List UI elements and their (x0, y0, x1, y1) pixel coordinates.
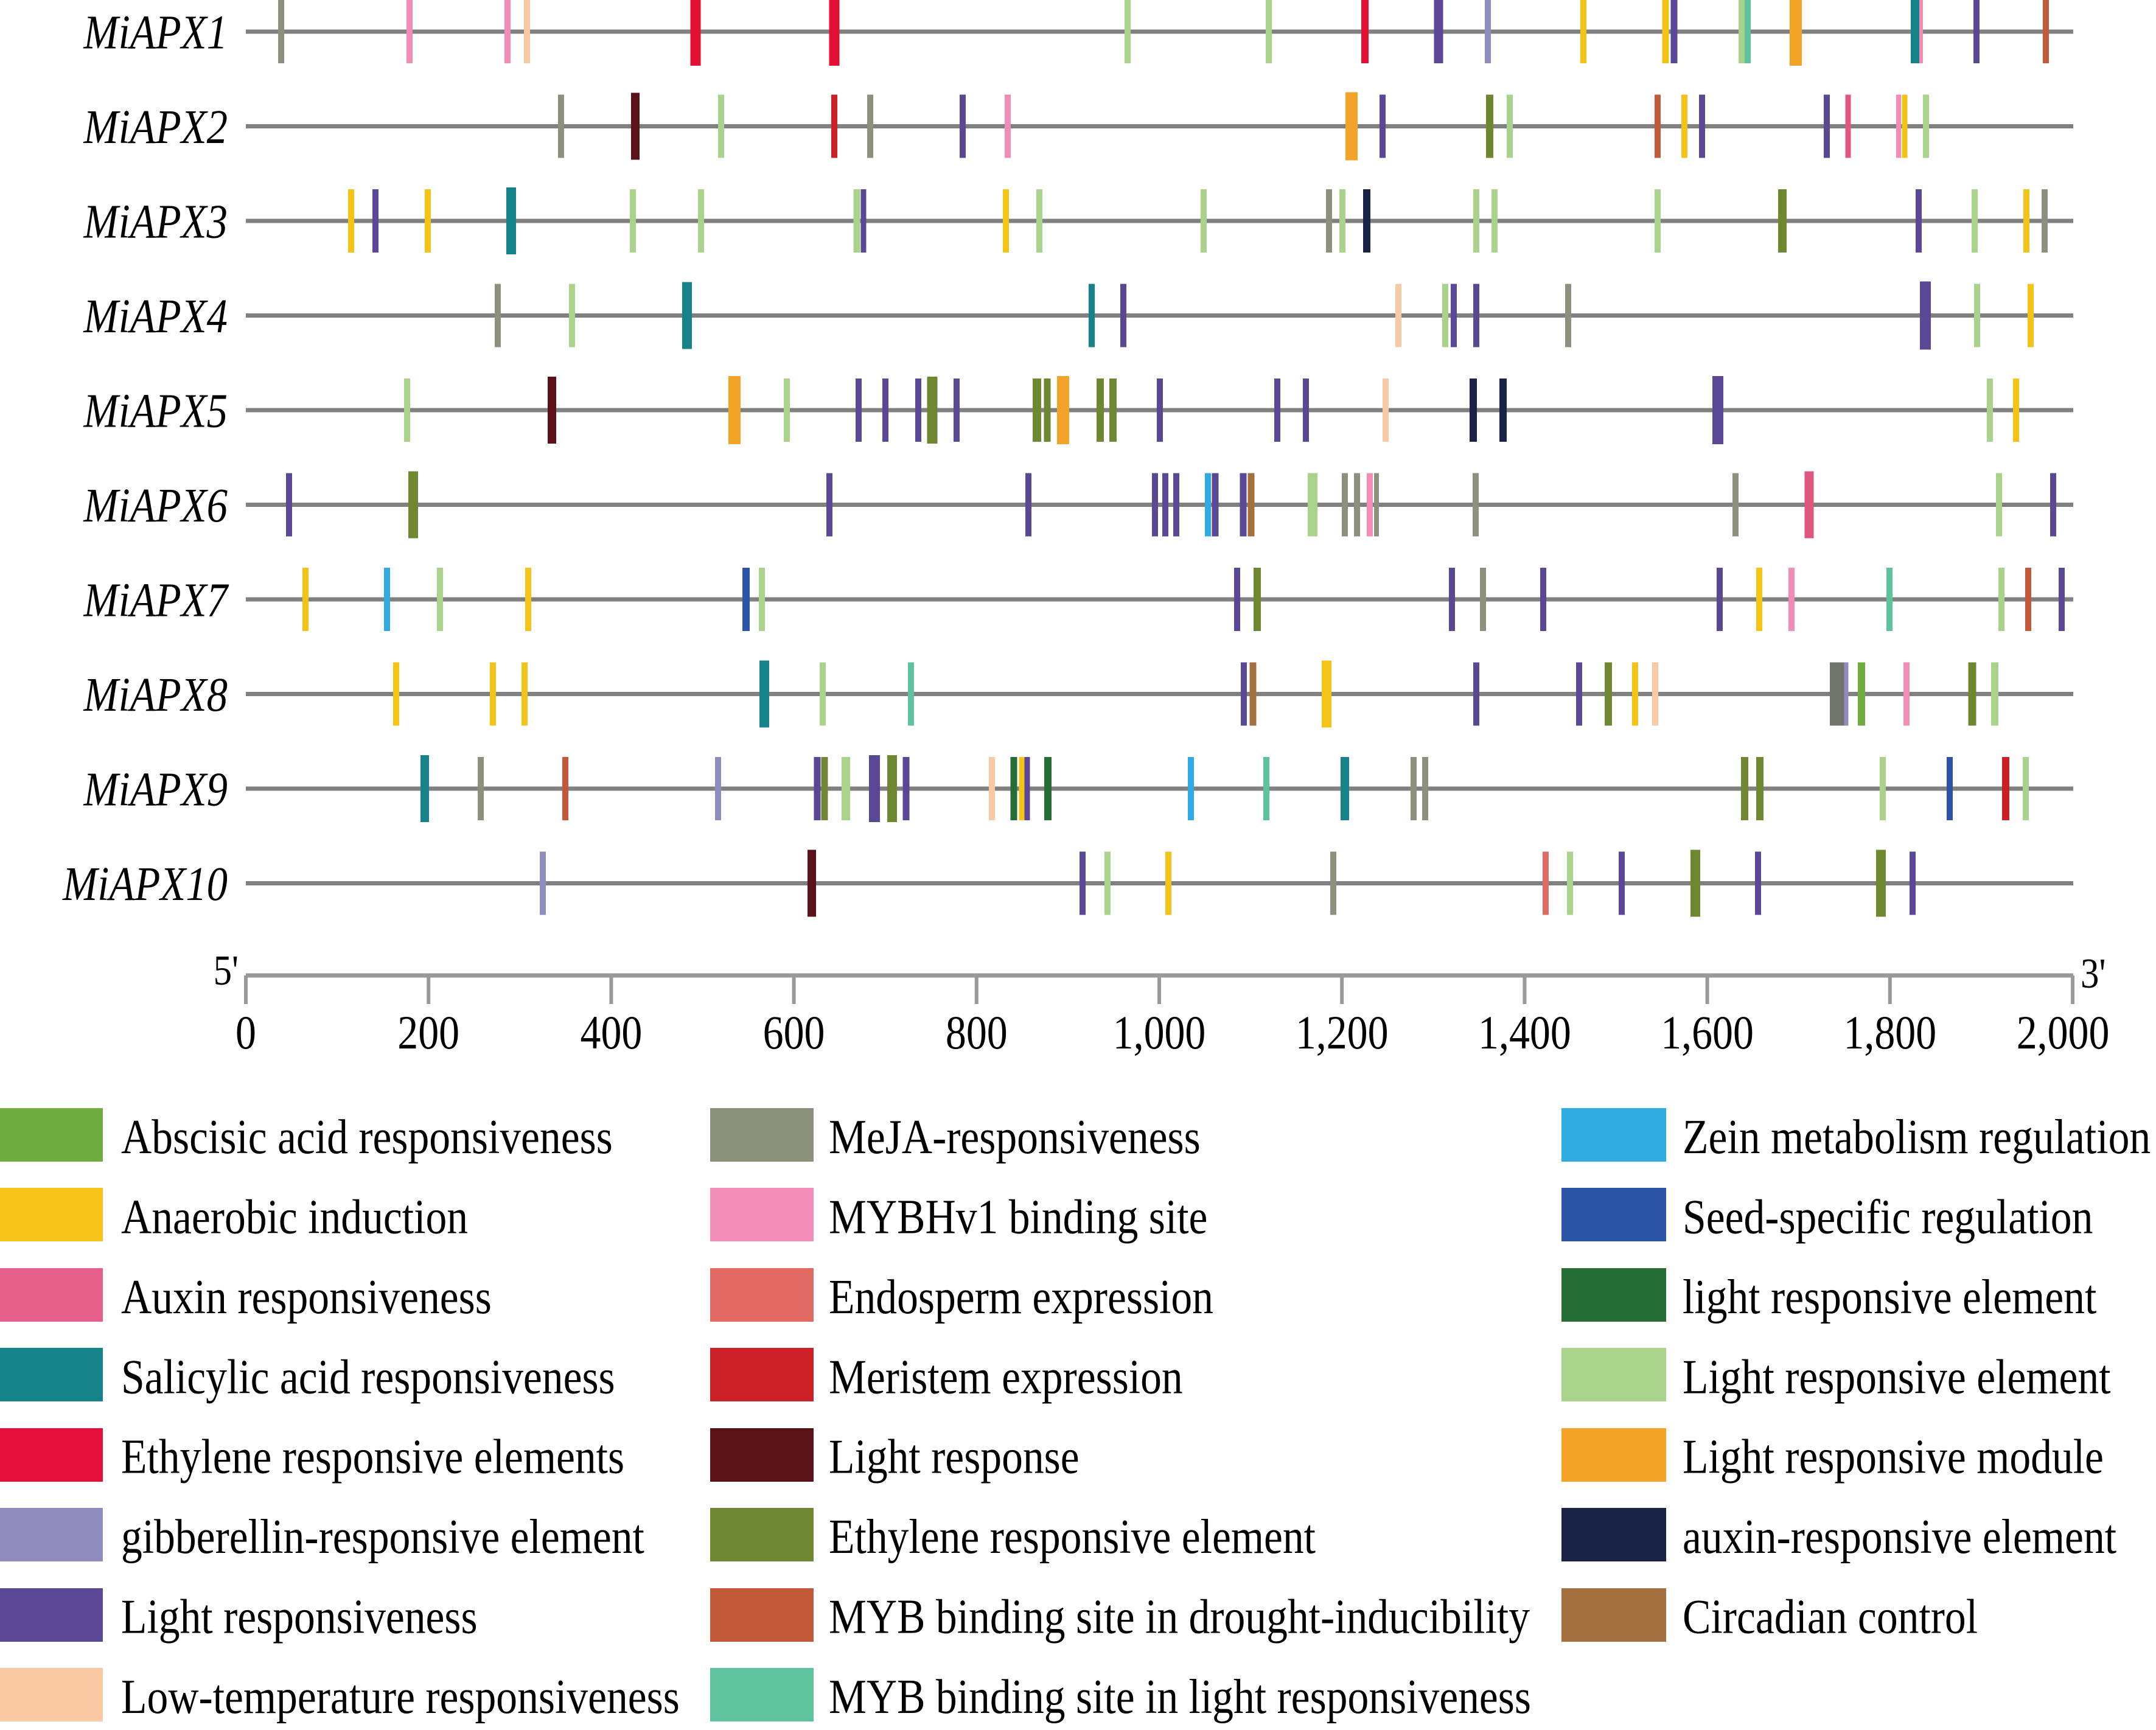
svg-text:Meristem expression: Meristem expression (829, 1350, 1183, 1404)
svg-text:MiAPX10: MiAPX10 (62, 858, 228, 911)
svg-text:MiAPX3: MiAPX3 (83, 195, 228, 248)
svg-text:MiAPX2: MiAPX2 (83, 101, 228, 154)
svg-text:1,800: 1,800 (1843, 1006, 1936, 1059)
svg-text:Auxin responsiveness: Auxin responsiveness (121, 1270, 492, 1324)
svg-text:Low-temperature responsiveness: Low-temperature responsiveness (121, 1670, 680, 1725)
svg-text:MYB binding site in drought-in: MYB binding site in drought-inducibility (829, 1590, 1530, 1644)
svg-text:gibberellin-responsive element: gibberellin-responsive element (121, 1510, 644, 1564)
svg-text:MYBHv1 binding site: MYBHv1 binding site (829, 1190, 1207, 1244)
svg-text:Abscisic acid responsiveness: Abscisic acid responsiveness (121, 1111, 613, 1165)
svg-text:MiAPX5: MiAPX5 (83, 385, 228, 438)
svg-text:400: 400 (581, 1006, 643, 1059)
svg-text:800: 800 (946, 1006, 1008, 1059)
svg-text:auxin-responsive element: auxin-responsive element (1683, 1510, 2116, 1564)
svg-text:MiAPX4: MiAPX4 (83, 290, 228, 343)
svg-text:3': 3' (2081, 950, 2105, 997)
svg-text:light responsive element: light responsive element (1683, 1270, 2096, 1324)
svg-text:MYB binding site in light resp: MYB binding site in light responsiveness (829, 1670, 1531, 1725)
svg-text:Light responsive module: Light responsive module (1683, 1430, 2104, 1484)
svg-text:MiAPX1: MiAPX1 (83, 6, 228, 59)
svg-text:MiAPX8: MiAPX8 (83, 669, 228, 722)
svg-text:200: 200 (397, 1006, 459, 1059)
svg-text:Salicylic acid responsiveness: Salicylic acid responsiveness (121, 1350, 615, 1404)
svg-text:Endosperm expression: Endosperm expression (829, 1270, 1213, 1324)
svg-text:Seed-specific regulation: Seed-specific regulation (1683, 1190, 2093, 1244)
svg-text:Light response: Light response (829, 1430, 1080, 1484)
svg-text:Light responsive element: Light responsive element (1683, 1350, 2111, 1404)
svg-text:5': 5' (214, 947, 239, 994)
svg-text:1,600: 1,600 (1661, 1006, 1754, 1059)
svg-text:Ethylene responsive elements: Ethylene responsive elements (121, 1430, 624, 1484)
svg-text:Light responsiveness: Light responsiveness (121, 1590, 478, 1644)
svg-text:1,200: 1,200 (1296, 1006, 1389, 1059)
svg-text:0: 0 (235, 1006, 256, 1059)
svg-text:Circadian control: Circadian control (1683, 1590, 1978, 1644)
svg-text:Zein metabolism regulation: Zein metabolism regulation (1683, 1111, 2151, 1165)
svg-text:Anaerobic induction: Anaerobic induction (121, 1190, 468, 1244)
svg-text:1,000: 1,000 (1113, 1006, 1206, 1059)
svg-text:2,000: 2,000 (2017, 1006, 2110, 1059)
svg-text:Ethylene responsive element: Ethylene responsive element (829, 1510, 1316, 1564)
svg-text:600: 600 (763, 1006, 825, 1059)
svg-text:MiAPX9: MiAPX9 (83, 763, 228, 816)
svg-text:MeJA-responsiveness: MeJA-responsiveness (829, 1111, 1201, 1165)
svg-text:1,400: 1,400 (1478, 1006, 1571, 1059)
svg-text:MiAPX7: MiAPX7 (83, 574, 229, 627)
svg-text:MiAPX6: MiAPX6 (83, 480, 228, 532)
